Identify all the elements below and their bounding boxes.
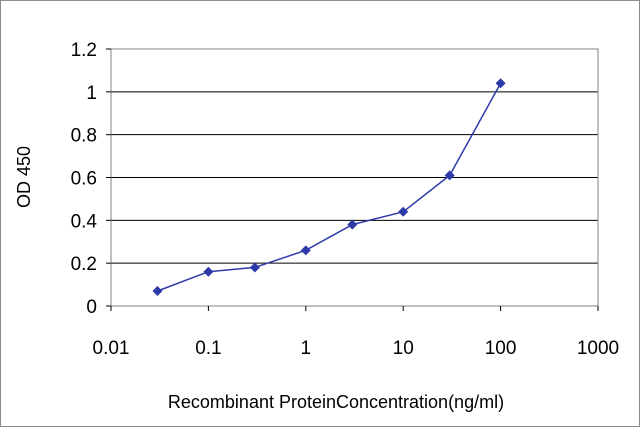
y-tick-label: 0.2: [71, 254, 97, 275]
x-axis-ticks: 0.01 0.1 1 10 100 1000: [93, 306, 619, 359]
x-tick-label: 100: [485, 338, 517, 359]
y-tick-label: 1.2: [71, 40, 97, 61]
y-tick-label: 0.4: [71, 211, 98, 232]
data-point-marker: [249, 262, 260, 273]
data-point-marker: [444, 170, 455, 181]
x-tick-label: 0.1: [195, 338, 221, 359]
x-tick-label: 10: [393, 338, 414, 359]
series-group: [152, 78, 506, 297]
y-axis-ticks: 0 0.2 0.4 0.6 0.8 1 1.2: [71, 40, 111, 318]
data-point-marker: [495, 78, 506, 89]
y-tick-label: 0: [86, 297, 97, 318]
data-point-marker: [203, 266, 214, 277]
x-axis-title: Recombinant ProteinConcentration(ng/ml): [168, 392, 504, 412]
data-point-marker: [347, 219, 358, 230]
data-point-marker: [300, 245, 311, 256]
y-tick-label: 0.8: [71, 126, 97, 147]
gridlines: [111, 48, 598, 264]
data-point-marker: [398, 206, 409, 217]
y-tick-label: 0.6: [71, 169, 97, 190]
series-line: [157, 82, 502, 292]
data-point-marker: [152, 286, 163, 297]
x-tick-label: 1: [301, 338, 312, 359]
y-tick-label: 1: [86, 83, 97, 104]
y-axis-title: OD 450: [14, 146, 34, 208]
x-tick-label: 0.01: [93, 338, 130, 359]
x-tick-label: 1000: [577, 338, 619, 359]
